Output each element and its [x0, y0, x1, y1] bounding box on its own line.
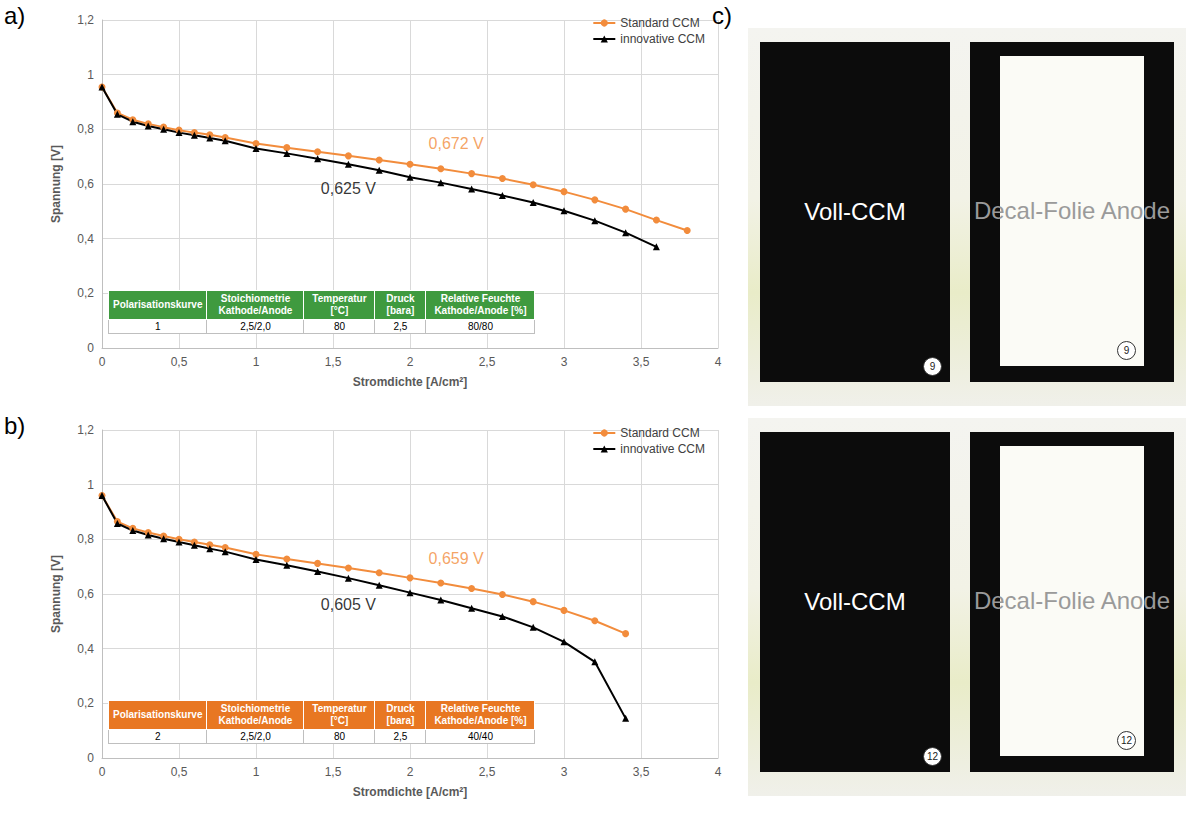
- svg-text:0,672 V: 0,672 V: [429, 135, 484, 152]
- svg-text:1,5: 1,5: [325, 355, 342, 369]
- svg-text:0,6: 0,6: [77, 587, 94, 601]
- svg-text:Stromdichte [A/cm²]: Stromdichte [A/cm²]: [353, 785, 468, 799]
- svg-text:1,2: 1,2: [77, 423, 94, 437]
- svg-text:0,8: 0,8: [77, 122, 94, 136]
- html-text:Temperatur [°C]: Temperatur [°C]: [312, 703, 367, 726]
- svg-text:3,5: 3,5: [633, 355, 650, 369]
- svg-text:1,5: 1,5: [325, 765, 342, 779]
- html-text:80: 80: [333, 321, 345, 332]
- svg-text:Spannung [V]: Spannung [V]: [49, 145, 63, 223]
- svg-text:0,4: 0,4: [77, 232, 94, 246]
- html-text:2,5/2,0: 2,5/2,0: [240, 321, 271, 332]
- svg-text:4: 4: [715, 355, 722, 369]
- svg-text:3: 3: [561, 355, 568, 369]
- html-text:Voll-CCM: Voll-CCM: [804, 198, 906, 225]
- html-text:Decal-Folie Anode: Decal-Folie Anode: [973, 197, 1171, 224]
- html-text:40/40: 40/40: [468, 731, 493, 742]
- html-text:1: 1: [155, 321, 161, 332]
- svg-text:2,5: 2,5: [479, 765, 496, 779]
- svg-text:1,2: 1,2: [77, 13, 94, 27]
- html-text:Relative Feuchte Kathode/Anode: Relative Feuchte Kathode/Anode [%]: [434, 293, 527, 316]
- html-text:b): b): [4, 412, 26, 439]
- svg-text:Spannung [V]: Spannung [V]: [49, 555, 63, 633]
- svg-text:Standard CCM: Standard CCM: [620, 16, 699, 30]
- svg-text:0,2: 0,2: [77, 696, 94, 710]
- svg-text:0: 0: [87, 751, 94, 765]
- html-text:12: 12: [926, 751, 939, 762]
- html-text:Relative Feuchte Kathode/Anode: Relative Feuchte Kathode/Anode [%]: [434, 703, 527, 726]
- svg-text:0,4: 0,4: [77, 642, 94, 656]
- svg-text:1: 1: [87, 478, 94, 492]
- html-text:a): a): [4, 2, 26, 29]
- svg-text:0,5: 0,5: [171, 765, 188, 779]
- html-text:9: 9: [1123, 345, 1130, 356]
- html-text:80/80: 80/80: [468, 321, 493, 332]
- svg-text:0,659 V: 0,659 V: [429, 550, 484, 567]
- svg-text:0,625 V: 0,625 V: [321, 180, 376, 197]
- html-text:2,5: 2,5: [393, 731, 408, 742]
- svg-text:4: 4: [715, 765, 722, 779]
- html-text:Decal-Folie Anode: Decal-Folie Anode: [973, 587, 1171, 614]
- svg-text:0,5: 0,5: [171, 355, 188, 369]
- html-text:80: 80: [333, 731, 345, 742]
- svg-text:3,5: 3,5: [633, 765, 650, 779]
- html-text:c): c): [712, 2, 732, 29]
- svg-text:1: 1: [253, 355, 260, 369]
- html-text:Temperatur [°C]: Temperatur [°C]: [312, 293, 367, 316]
- svg-text:1: 1: [87, 68, 94, 82]
- svg-text:3: 3: [561, 765, 568, 779]
- html-text:2,5/2,0: 2,5/2,0: [240, 731, 271, 742]
- svg-text:Standard CCM: Standard CCM: [620, 426, 699, 440]
- svg-text:0: 0: [99, 765, 106, 779]
- html-text:2: 2: [155, 731, 161, 742]
- svg-text:0: 0: [99, 355, 106, 369]
- svg-text:2: 2: [407, 765, 414, 779]
- svg-text:0,605 V: 0,605 V: [321, 596, 376, 613]
- svg-text:innovative CCM: innovative CCM: [620, 442, 705, 456]
- svg-text:0: 0: [87, 341, 94, 355]
- svg-text:innovative CCM: innovative CCM: [620, 32, 705, 46]
- html-text:Druck [bara]: Druck [bara]: [386, 293, 415, 316]
- html-text:Polarisationskurve: Polarisationskurve: [113, 709, 203, 720]
- svg-text:2: 2: [407, 355, 414, 369]
- svg-text:Stromdichte [A/cm²]: Stromdichte [A/cm²]: [353, 375, 468, 389]
- svg-text:0,8: 0,8: [77, 532, 94, 546]
- html-text:Druck [bara]: Druck [bara]: [386, 703, 415, 726]
- html-text:Stoichiometrie Kathode/Anode: Stoichiometrie Kathode/Anode: [218, 703, 293, 726]
- html-text:9: 9: [929, 361, 936, 372]
- html-text:Stoichiometrie Kathode/Anode: Stoichiometrie Kathode/Anode: [218, 293, 293, 316]
- html-text:12: 12: [1120, 735, 1133, 746]
- html-text:Polarisationskurve: Polarisationskurve: [113, 299, 203, 310]
- svg-text:2,5: 2,5: [479, 355, 496, 369]
- html-text:Voll-CCM: Voll-CCM: [804, 588, 906, 615]
- html-text:2,5: 2,5: [393, 321, 408, 332]
- svg-text:1: 1: [253, 765, 260, 779]
- svg-text:0,2: 0,2: [77, 286, 94, 300]
- svg-text:0,6: 0,6: [77, 177, 94, 191]
